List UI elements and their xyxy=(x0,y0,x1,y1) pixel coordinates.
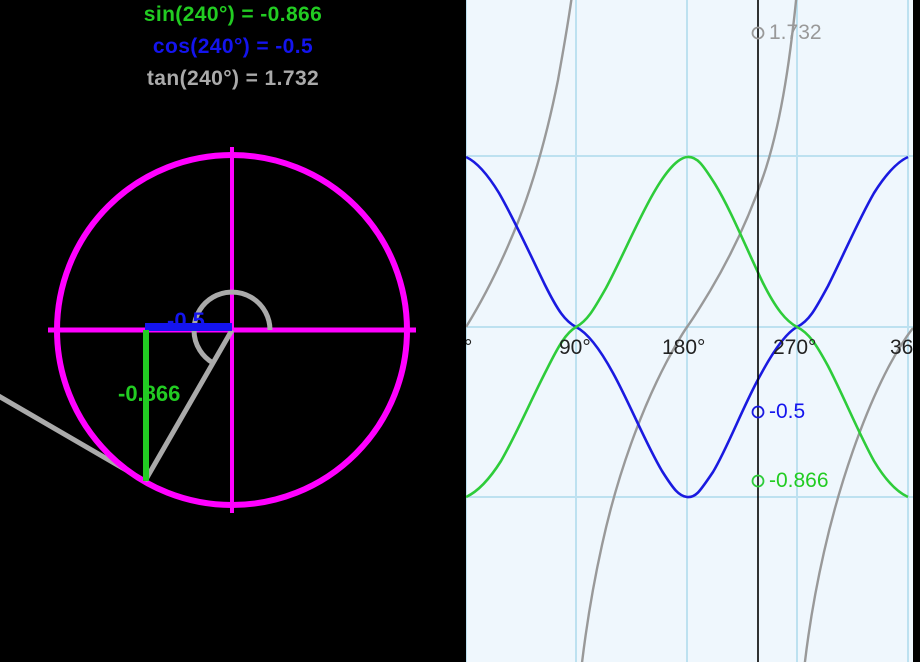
right-edge-margin xyxy=(913,0,920,662)
x-tick-label-360: 36 xyxy=(890,336,913,359)
cos-point-label: -0.5 xyxy=(769,400,806,423)
angle-arc xyxy=(191,289,273,366)
unit-circle xyxy=(54,152,410,508)
sin-segment-label: -0.866 xyxy=(118,381,181,406)
value-readout: sin(240°) = -0.866 cos(240°) = -0.5 tan(… xyxy=(0,4,466,100)
horizontal-gridlines xyxy=(466,155,913,498)
sin-marker-point[interactable] xyxy=(751,474,765,488)
x-tick-label-270: 270° xyxy=(773,336,817,359)
tan-readout-line: tan(240°) = 1.732 xyxy=(146,67,320,90)
sin-curve xyxy=(466,155,909,499)
vertical-gridlines xyxy=(466,0,909,662)
unit-circle-diagram[interactable] xyxy=(0,0,466,662)
trig-graph-panel: ° 90° 180° 270° 36 1.732 -0.5 -0.866 xyxy=(466,0,913,662)
tan-point-label: 1.732 xyxy=(769,21,822,44)
cos-marker-point[interactable] xyxy=(751,405,765,419)
cos-segment-label: -0.5 xyxy=(167,308,205,333)
radius-terminal-side xyxy=(142,328,235,483)
x-tick-label-0: ° xyxy=(466,336,473,359)
cos-readout-line: cos(240°) = -0.5 xyxy=(152,35,314,58)
tan-curve xyxy=(466,0,913,662)
x-tick-label-90: 90° xyxy=(559,336,591,359)
sin-point-label: -0.866 xyxy=(769,469,829,492)
unit-circle-panel: sin(240°) = -0.866 cos(240°) = -0.5 tan(… xyxy=(0,0,466,662)
tan-marker-point[interactable] xyxy=(751,26,765,40)
x-tick-label-180: 180° xyxy=(662,336,706,359)
sin-readout-line: sin(240°) = -0.866 xyxy=(143,3,323,26)
trig-graph-plot[interactable] xyxy=(466,0,913,662)
cos-curve xyxy=(466,155,909,499)
